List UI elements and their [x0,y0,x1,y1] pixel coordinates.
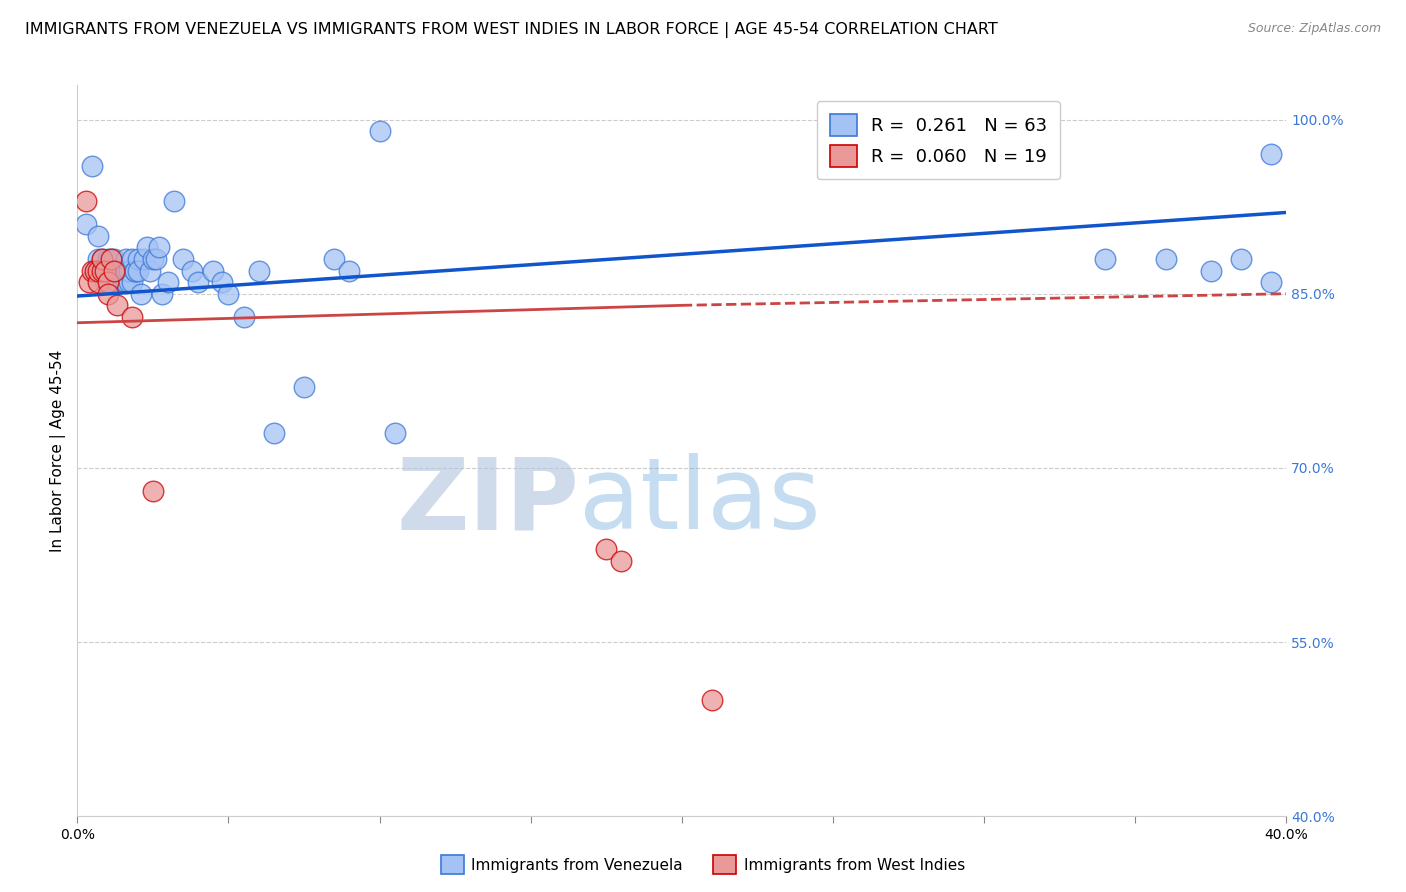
Point [139,263,162,277]
Point [118,263,141,277]
Point [1199,263,1222,277]
Point [105,263,128,277]
Point [263,425,285,440]
Point [157,275,180,289]
Point [84,263,107,277]
Point [105,263,128,277]
Point [1260,147,1282,161]
Point [96,263,118,277]
Point [114,275,136,289]
Point [1230,252,1253,266]
Point [124,263,146,277]
Point [103,263,125,277]
Point [202,263,225,277]
Point [218,286,240,301]
Point [232,310,254,324]
Point [1260,275,1282,289]
Point [75,217,97,231]
Point [100,252,122,266]
Point [82,159,104,173]
Point [87,252,110,266]
Point [96,275,118,289]
Point [87,275,110,289]
Point [163,194,186,208]
Point [105,298,128,312]
Point [105,275,128,289]
Point [90,252,112,266]
Point [96,252,118,266]
Y-axis label: In Labor Force | Age 45-54: In Labor Force | Age 45-54 [51,350,66,551]
Point [96,286,118,301]
Point [368,124,391,138]
Point [124,263,146,277]
Point [292,379,315,393]
Point [150,286,173,301]
Point [142,484,165,499]
Point [103,275,125,289]
Point [84,263,107,277]
Point [337,263,360,277]
Point [127,252,149,266]
Point [93,263,115,277]
Point [93,263,115,277]
Legend: R =  0.261   N = 63, R =  0.060   N = 19: R = 0.261 N = 63, R = 0.060 N = 19 [817,101,1060,179]
Point [103,252,125,266]
Legend: Immigrants from Venezuela, Immigrants from West Indies: Immigrants from Venezuela, Immigrants fr… [434,849,972,880]
Point [211,275,233,289]
Point [82,263,104,277]
Point [121,252,143,266]
Point [145,252,167,266]
Point [247,263,270,277]
Point [384,425,406,440]
Point [172,252,194,266]
Point [111,275,134,289]
Point [93,275,115,289]
Point [103,263,125,277]
Text: IMMIGRANTS FROM VENEZUELA VS IMMIGRANTS FROM WEST INDIES IN LABOR FORCE | AGE 45: IMMIGRANTS FROM VENEZUELA VS IMMIGRANTS … [25,22,998,38]
Point [595,542,617,557]
Point [114,263,136,277]
Point [121,310,143,324]
Point [187,275,209,289]
Point [142,252,165,266]
Point [702,693,724,707]
Point [111,263,134,277]
Text: ZIP: ZIP [396,453,579,550]
Point [129,286,152,301]
Point [90,263,112,277]
Text: Source: ZipAtlas.com: Source: ZipAtlas.com [1247,22,1381,36]
Point [100,252,122,266]
Point [87,263,110,277]
Point [135,240,157,254]
Point [79,275,101,289]
Point [90,252,112,266]
Point [323,252,346,266]
Point [75,194,97,208]
Point [121,275,143,289]
Point [181,263,204,277]
Point [114,252,136,266]
Point [108,263,131,277]
Point [1154,252,1177,266]
Point [127,263,149,277]
Point [108,263,131,277]
Text: atlas: atlas [579,453,821,550]
Point [87,228,110,243]
Point [148,240,170,254]
Point [132,252,155,266]
Point [100,263,122,277]
Point [610,554,633,568]
Point [118,275,141,289]
Point [1094,252,1116,266]
